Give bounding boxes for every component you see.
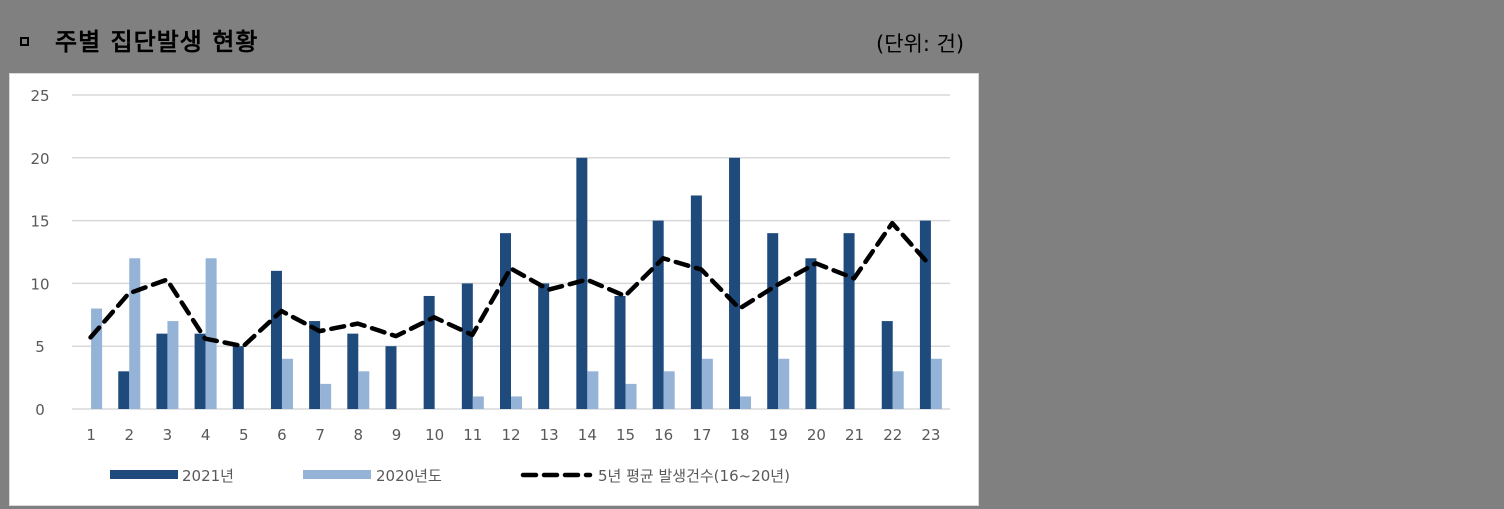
bar-2020: [511, 396, 522, 409]
y-tick-label: 0: [35, 401, 45, 419]
bar-2021: [881, 321, 893, 409]
bar-2021: [767, 233, 779, 409]
bar-2021: [729, 157, 741, 409]
bar-2021: [843, 233, 855, 409]
bar-2020: [778, 358, 790, 409]
bar-2021: [385, 346, 397, 409]
bar-2020: [281, 358, 293, 409]
x-tick-label: 14: [578, 426, 597, 444]
x-axis-labels: 1 2 3 4 5 6 7 8 9 10 11 12 13 14 15 16 17 18 19 20 21 22 23: [86, 426, 940, 444]
unit-label: (단위: 건): [876, 32, 965, 56]
page-title: 주별 집단발생 현황: [55, 28, 259, 56]
x-tick-label: 2: [124, 426, 134, 444]
x-tick-label: 19: [769, 426, 788, 444]
bar-2021: [614, 295, 626, 409]
bar-2021: [270, 270, 282, 409]
bars: [91, 157, 942, 409]
legend: 2021년 2020년도 5년 평균 발생건수(16~20년): [110, 467, 790, 485]
bar-2021: [232, 346, 244, 409]
bar-2020: [701, 358, 713, 409]
bar-2021: [576, 157, 588, 409]
bar-2021: [461, 283, 473, 409]
bar-2021: [309, 321, 321, 409]
x-tick-label: 22: [883, 426, 902, 444]
x-tick-label: 8: [354, 426, 364, 444]
bar-2020: [358, 371, 370, 409]
bar-2021: [423, 295, 435, 409]
x-tick-label: 21: [845, 426, 864, 444]
y-tick-label: 10: [30, 275, 49, 293]
bar-2020: [320, 383, 332, 409]
bar-2021: [919, 220, 931, 409]
bar-2021: [500, 233, 511, 409]
x-tick-label: 3: [163, 426, 173, 444]
x-tick-label: 11: [463, 426, 482, 444]
x-tick-label: 15: [616, 426, 635, 444]
title-row: 주별 집단발생 현황: [20, 22, 258, 57]
x-tick-label: 6: [277, 426, 287, 444]
bar-2020: [663, 371, 675, 409]
legend-swatch-2021: [110, 470, 178, 479]
y-tick-label: 25: [30, 87, 49, 105]
bar-2020: [129, 258, 141, 409]
bar-2020: [930, 358, 942, 409]
y-tick-label: 20: [30, 150, 49, 168]
y-tick-label: 5: [35, 338, 45, 356]
bar-2021: [194, 333, 206, 409]
x-tick-label: 12: [501, 426, 520, 444]
x-tick-label: 5: [239, 426, 249, 444]
legend-label-2021: 2021년: [182, 467, 234, 485]
x-tick-label: 9: [392, 426, 402, 444]
bar-2021: [538, 283, 550, 409]
bar-2020: [892, 371, 904, 409]
bar-2021: [805, 258, 817, 409]
y-tick-label: 15: [30, 213, 49, 231]
bar-2020: [205, 258, 217, 409]
bar-2021: [118, 371, 130, 409]
bar-2021: [347, 333, 359, 409]
x-tick-label: 16: [654, 426, 673, 444]
x-tick-label: 1: [86, 426, 96, 444]
x-tick-label: 4: [201, 426, 211, 444]
legend-label-2020: 2020년도: [376, 467, 442, 485]
bar-2020: [167, 321, 179, 409]
y-axis-labels: 0 5 10 15 20 25: [30, 87, 49, 419]
bar-2020: [91, 308, 103, 409]
bar-2021: [156, 333, 168, 409]
x-tick-label: 13: [540, 426, 559, 444]
average-polyline: [88, 220, 933, 349]
x-tick-label: 7: [315, 426, 325, 444]
bar-2020: [587, 371, 599, 409]
bar-2021: [690, 195, 702, 409]
legend-swatch-2020: [303, 470, 371, 479]
x-tick-label: 10: [425, 426, 444, 444]
legend-label-average: 5년 평균 발생건수(16~20년): [598, 467, 790, 485]
chart-panel: 0 5 10 15 20 25 1 2 3 4 5 6 7 8 9 10 11 12 13 14 15 16 17 18 19…: [9, 73, 979, 506]
hollow-square-bullet-icon: [20, 37, 29, 46]
bar-2020: [472, 396, 484, 409]
five-year-average-line: [88, 220, 933, 349]
bar-2021: [652, 220, 664, 409]
bar-2020: [625, 383, 637, 409]
x-tick-label: 18: [730, 426, 749, 444]
bar-2020: [740, 396, 752, 409]
x-tick-label: 23: [921, 426, 940, 444]
x-tick-label: 20: [807, 426, 826, 444]
x-tick-label: 17: [692, 426, 711, 444]
